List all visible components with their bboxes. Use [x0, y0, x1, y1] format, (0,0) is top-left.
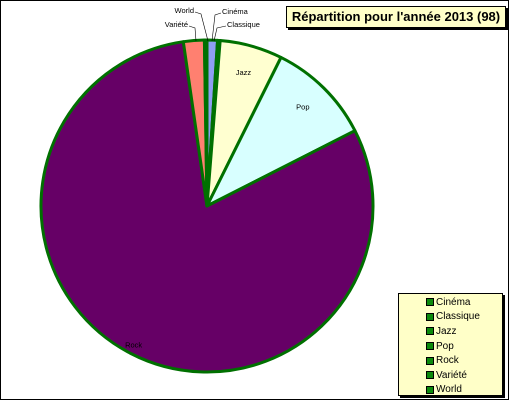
legend-label: World: [436, 384, 462, 396]
legend-item: Jazz: [399, 324, 502, 339]
slice-label: Jazz: [236, 68, 252, 77]
leader-line: [194, 11, 209, 42]
legend-item: World: [399, 383, 502, 398]
legend: Cinéma Classique Jazz Pop Rock Variété W…: [398, 293, 503, 396]
slice-label: Cinéma: [222, 7, 249, 16]
legend-swatch: [426, 371, 434, 380]
legend-item: Classique: [399, 310, 502, 325]
legend-swatch: [426, 298, 434, 307]
legend-label: Jazz: [436, 325, 457, 337]
slice-label: Classique: [227, 20, 260, 29]
leader-line: [211, 12, 222, 42]
pie-slice-pop: [205, 55, 357, 208]
legend-label: Pop: [436, 340, 454, 352]
legend-item: Cinéma: [399, 295, 502, 310]
legend-label: Cinéma: [436, 296, 471, 308]
legend-label: Classique: [436, 311, 480, 323]
pie-slice-world: [202, 38, 209, 208]
legend-swatch: [426, 327, 434, 336]
leader-line: [188, 25, 197, 42]
legend-item: Rock: [399, 353, 502, 368]
legend-swatch: [426, 385, 434, 394]
chart-title: Répartition pour l'année 2013 (98): [286, 6, 506, 28]
legend-item: Variété: [399, 368, 502, 383]
leader-line: [213, 25, 227, 42]
legend-label: Variété: [436, 369, 467, 381]
slice-label: Variété: [165, 20, 188, 29]
legend-swatch: [426, 356, 434, 365]
slice-label: Pop: [296, 102, 309, 111]
legend-item: Pop: [399, 339, 502, 354]
slice-label: Rock: [125, 340, 142, 349]
legend-swatch: [426, 312, 434, 321]
legend-label: Rock: [436, 355, 459, 367]
slice-label: World: [175, 6, 194, 15]
legend-swatch: [426, 342, 434, 351]
